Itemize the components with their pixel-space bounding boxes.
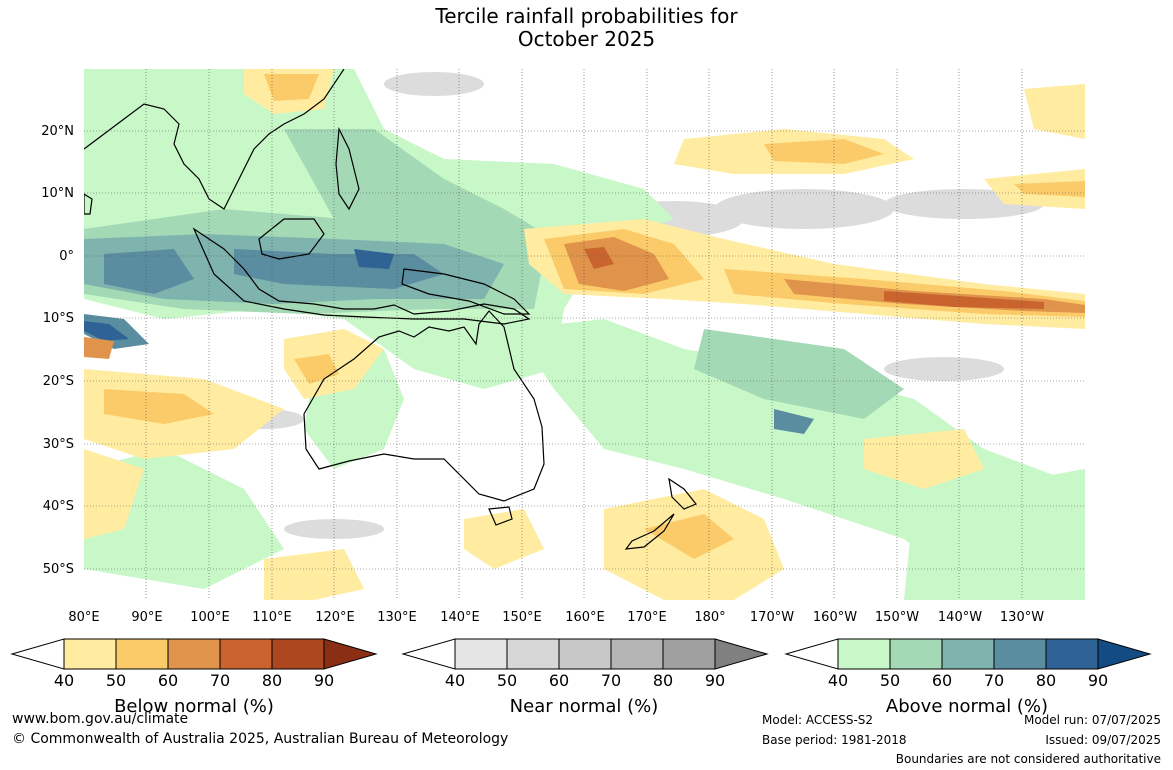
above-tick-80: 80 (1035, 671, 1057, 690)
sri-lanka-coastline (84, 193, 93, 215)
below-tick-50: 50 (105, 671, 127, 690)
above-tick-90: 90 (1087, 671, 1109, 690)
lon-label-120e: 120°E (315, 610, 355, 625)
lon-label-110e: 110°E (252, 610, 292, 625)
lat-label-20s: 20°S (42, 374, 74, 389)
above-normal-colorbar (784, 638, 1152, 670)
below-tick-70: 70 (209, 671, 231, 690)
lon-label-160e: 160°E (565, 610, 605, 625)
above-tick-70: 70 (983, 671, 1005, 690)
lon-label-90e: 90°E (131, 610, 163, 625)
new-zealand-coastline (624, 477, 697, 550)
near-tick-70: 70 (600, 671, 622, 690)
near-tick-60: 60 (548, 671, 570, 690)
lon-label-160w: 160°W (812, 610, 858, 625)
indonesia-coastline (192, 227, 531, 325)
lat-label-40s: 40°S (42, 499, 74, 514)
map-title-line2: October 2025 (517, 27, 656, 51)
gridlines (84, 69, 1085, 600)
lat-label-10s: 10°S (42, 311, 74, 326)
above-tick-50: 50 (879, 671, 901, 690)
lon-label-180: 180° (694, 610, 726, 625)
borneo-coastline (258, 218, 325, 260)
lat-label-50s: 50°S (42, 562, 74, 577)
lat-label-10n: 10°N (41, 186, 74, 201)
lon-label-140e: 140°E (440, 610, 480, 625)
lon-label-130w: 130°W (999, 610, 1045, 625)
boundaries-disclaimer: Boundaries are not considered authoritat… (895, 752, 1161, 766)
near-tick-50: 50 (496, 671, 518, 690)
below-normal-title: Below normal (%) (114, 696, 274, 717)
near-tick-40: 40 (444, 671, 466, 690)
below-tick-60: 60 (157, 671, 179, 690)
below-normal-colorbar (10, 638, 378, 670)
lon-label-170e: 170°E (627, 610, 667, 625)
lat-label-0: 0° (59, 249, 74, 264)
near-tick-80: 80 (652, 671, 674, 690)
tasmania-coastline (488, 506, 513, 526)
model-name: Model: ACCESS-S2 (762, 713, 874, 727)
lon-label-170w: 170°W (749, 610, 795, 625)
issued-date: Issued: 09/07/2025 (1045, 733, 1161, 747)
below-normal-shading (84, 69, 1085, 600)
below-tick-40: 40 (53, 671, 75, 690)
lat-label-20n: 20°N (41, 124, 74, 139)
lat-label-30s: 30°S (42, 437, 74, 452)
below-tick-90: 90 (313, 671, 335, 690)
lon-label-130e: 130°E (377, 610, 417, 625)
bom-url: www.bom.gov.au/climate (12, 711, 189, 727)
model-run: Model run: 07/07/2025 (1023, 713, 1161, 727)
lon-label-100e: 100°E (190, 610, 230, 625)
above-normal-shading (84, 69, 1085, 600)
map-title-line1: Tercile rainfall probabilities for (435, 4, 738, 28)
above-tick-60: 60 (931, 671, 953, 690)
near-normal-colorbar (401, 638, 769, 670)
below-tick-80: 80 (261, 671, 283, 690)
rainfall-probability-map (84, 69, 1085, 600)
australia-coastline (303, 310, 545, 502)
above-tick-40: 40 (827, 671, 849, 690)
above-normal-title: Above normal (%) (885, 696, 1049, 717)
near-tick-90: 90 (704, 671, 726, 690)
lon-label-140w: 140°W (937, 610, 983, 625)
philippines-coastline (335, 126, 360, 211)
base-period: Base period: 1981-2018 (762, 733, 907, 747)
lon-label-150e: 150°E (502, 610, 542, 625)
copyright: © Commonwealth of Australia 2025, Austra… (12, 731, 509, 747)
lon-label-150w: 150°W (874, 610, 920, 625)
new-guinea-coastline (401, 268, 531, 315)
near-normal-title: Near normal (%) (509, 696, 659, 717)
lon-label-80e: 80°E (68, 610, 100, 625)
